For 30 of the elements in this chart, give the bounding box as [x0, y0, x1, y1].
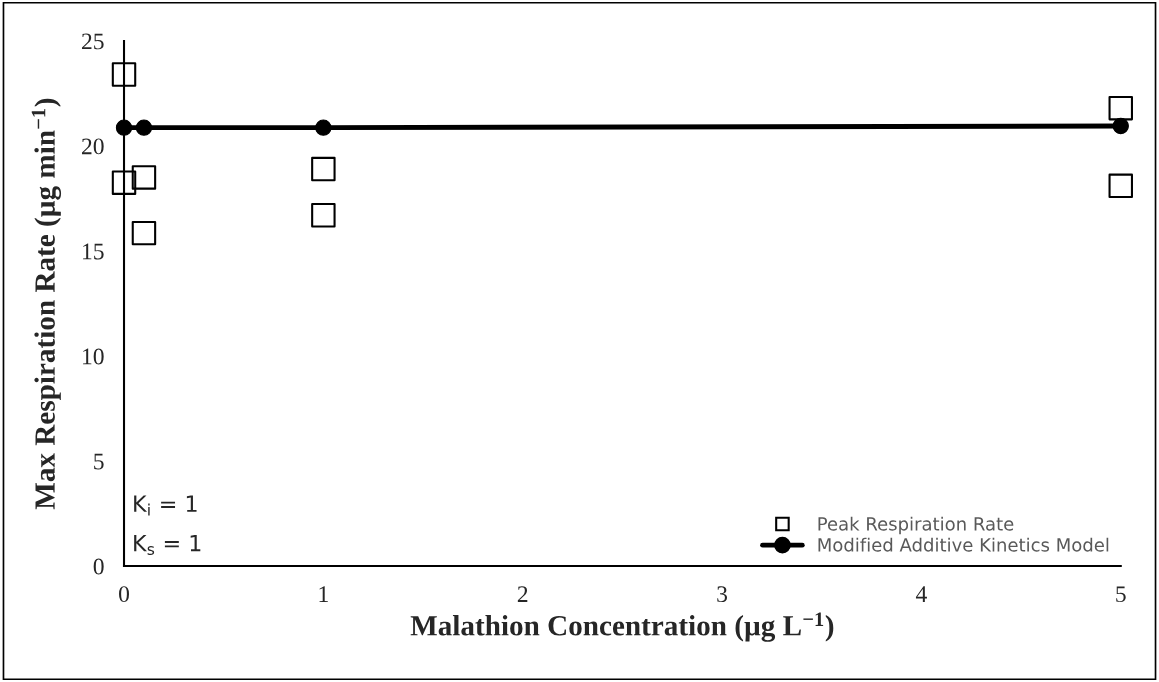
point [115, 119, 133, 136]
y-tick-label: 0 [93, 558, 104, 575]
y-tick-label: 15 [83, 243, 104, 260]
x-tick-label: 3 [717, 586, 728, 603]
legend-label: Modified Additive Kinetics Model [818, 537, 1109, 552]
y-tick-label: 10 [83, 348, 104, 365]
legend-label: Peak Respiration Rate [818, 516, 1014, 535]
point [315, 119, 332, 136]
annotation: K$_{s}$ = 1 [134, 534, 201, 556]
point [111, 170, 137, 195]
y-tick-label: 25 [81, 33, 104, 50]
x-tick-label: 2 [517, 586, 528, 602]
x-axis-title: Malathion Concentration (µg L$^{−1}$) [410, 612, 834, 642]
x-tick-label: 0 [119, 586, 130, 603]
x-tick-label: 1 [319, 586, 328, 602]
point [131, 220, 157, 246]
point [131, 165, 157, 190]
point [311, 156, 336, 182]
x-tick-label: 4 [915, 586, 927, 602]
point [1112, 117, 1129, 135]
x-tick-label: 5 [1116, 586, 1126, 603]
point [311, 203, 336, 228]
point [1108, 95, 1133, 121]
point [1108, 173, 1133, 199]
y-tick-label: 20 [81, 138, 104, 155]
annotation: K$_{i}$ = 1 [134, 495, 197, 516]
point [135, 119, 153, 136]
point [111, 62, 137, 87]
y-tick-label: 5 [94, 453, 104, 470]
y-axis-title: Max Respiration Rate (µg min$^{−1}$) [31, 98, 62, 510]
